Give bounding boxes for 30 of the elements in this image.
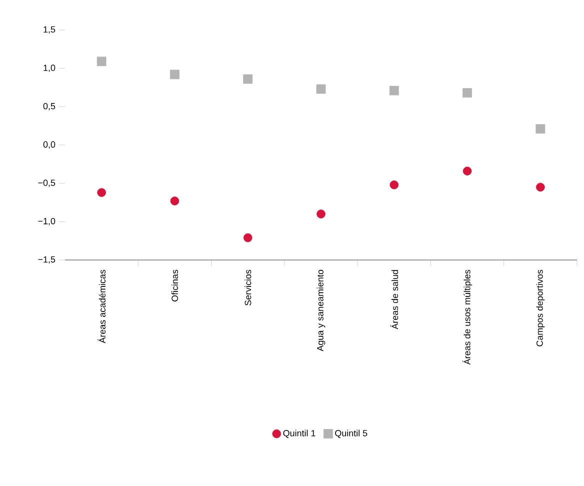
y-tick-label: 0,0: [43, 141, 56, 149]
x-tick-label: Oficinas: [171, 270, 178, 302]
y-tick-label: −1,5: [38, 256, 56, 264]
point: [170, 70, 180, 80]
legend-label: Quintil 1: [283, 430, 316, 438]
point: [536, 182, 545, 192]
point: [243, 233, 252, 242]
x-tick-label: Servicios: [244, 270, 252, 306]
x-tick-label: Campos deportivos: [536, 270, 545, 346]
y-tick-label: 1,0: [44, 64, 56, 72]
point: [462, 166, 472, 176]
x-tick-label: Agua y saneamiento: [316, 270, 326, 352]
y-tick-label: −0,5: [38, 180, 56, 188]
point: [97, 188, 106, 197]
y-tick-label: 0,5: [43, 102, 56, 110]
point: [462, 88, 472, 98]
point: [316, 84, 326, 94]
y-tick-label: −1,0: [38, 218, 56, 226]
legend-label: Quintil 5: [335, 430, 368, 438]
point: [390, 180, 399, 190]
point: [316, 210, 326, 218]
point: [536, 124, 546, 134]
y-tick-label: 1,5: [44, 26, 56, 34]
point: [96, 56, 106, 66]
x-tick-label: Áreas académicas: [98, 270, 106, 344]
point: [170, 196, 180, 206]
point: [389, 86, 399, 96]
point: [243, 74, 253, 84]
x-tick-label: Áreas de usos múltiples: [462, 270, 472, 365]
x-tick-label: Áreas de salud: [390, 270, 398, 330]
